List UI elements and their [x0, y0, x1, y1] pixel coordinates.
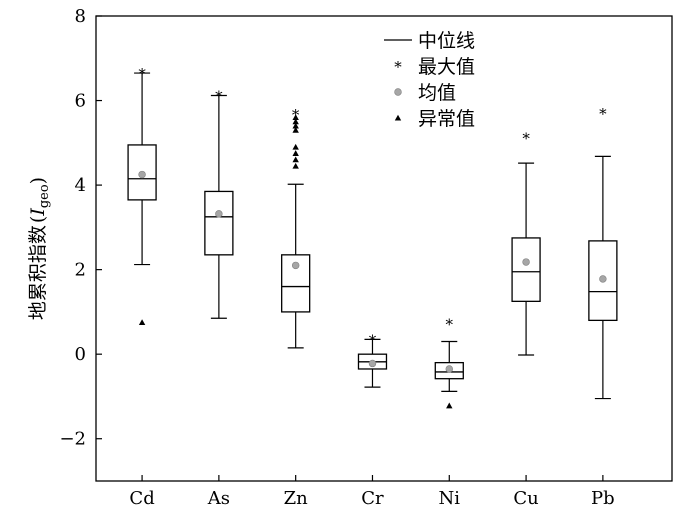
legend-outlier-marker — [394, 114, 402, 121]
legend-mean-label: 均值 — [418, 82, 456, 104]
max-marker: * — [369, 331, 377, 349]
box-ni: * — [434, 316, 464, 409]
x-tick-label: Cr — [361, 488, 384, 509]
box-cr: * — [357, 331, 388, 388]
plot-area — [95, 15, 673, 482]
iqr-box — [204, 190, 234, 256]
mean-marker — [599, 275, 607, 283]
box-cu: * — [511, 130, 541, 356]
y-tick-label: 4 — [75, 175, 86, 196]
x-tick-label: Cu — [513, 488, 538, 509]
box-as: * — [204, 87, 234, 319]
outlier-marker — [292, 118, 299, 125]
outlier-marker — [292, 126, 299, 133]
legend-outlier-label: 异常值 — [418, 108, 475, 130]
box-zn: * — [281, 106, 311, 349]
mean-marker — [445, 365, 453, 373]
max-marker: * — [215, 87, 223, 105]
legend-max-label: 最大值 — [418, 56, 475, 78]
mean-marker — [291, 261, 300, 270]
y-axis-label-paren-open: ( — [27, 216, 49, 223]
mean-marker — [138, 170, 146, 179]
outlier-marker — [292, 143, 299, 150]
max-marker: * — [138, 65, 146, 83]
mean-marker — [522, 258, 530, 266]
y-tick-label: 2 — [75, 260, 86, 281]
outlier-marker — [292, 162, 299, 169]
x-tick-label: Zn — [284, 488, 309, 509]
x-tick-label: Cd — [129, 488, 154, 509]
y-tick-label: −2 — [59, 429, 86, 450]
x-tick-label: Ni — [439, 488, 461, 509]
y-tick-label: 8 — [75, 6, 86, 27]
x-tick-label: As — [207, 488, 230, 509]
box-cd: * — [127, 65, 157, 326]
y-axis-label-text: 地累积指数 — [27, 225, 49, 320]
outlier-marker — [292, 150, 299, 156]
iqr-box — [281, 254, 311, 313]
y-tick-label: 0 — [75, 344, 86, 365]
y-axis-label-subscript: geo — [37, 184, 52, 208]
box-pb: * — [588, 105, 618, 400]
outlier-marker — [138, 319, 146, 326]
legend: 中位线 * 最大值 均值 异常值 — [384, 30, 475, 130]
y-axis-label-symbol: I — [27, 208, 49, 217]
outlier-marker — [446, 402, 453, 409]
x-tick-label: Pb — [591, 488, 615, 509]
outlier-marker — [292, 156, 299, 163]
plot-frame — [95, 15, 673, 482]
legend-median-label: 中位线 — [418, 30, 475, 52]
legend-max-marker: * — [394, 58, 402, 76]
max-marker: * — [446, 316, 454, 334]
outlier-marker — [292, 122, 299, 129]
y-tick-label: 6 — [75, 91, 86, 112]
outlier-marker — [292, 114, 299, 121]
iqr-box — [511, 237, 541, 302]
y-axis: −2 0 2 4 6 8 — [59, 6, 102, 450]
x-axis: Cd As Zn Cr Ni Cu Pb — [129, 475, 615, 509]
mean-marker — [368, 359, 377, 368]
mean-marker — [215, 210, 223, 218]
max-marker: * — [599, 105, 607, 123]
max-marker: * — [522, 130, 530, 148]
box-series: * * * * * * * — [127, 65, 618, 409]
y-axis-label: 地累积指数 (Igeo) — [27, 177, 52, 320]
legend-mean-marker — [394, 88, 402, 96]
y-axis-label-paren-close: ) — [27, 177, 49, 184]
